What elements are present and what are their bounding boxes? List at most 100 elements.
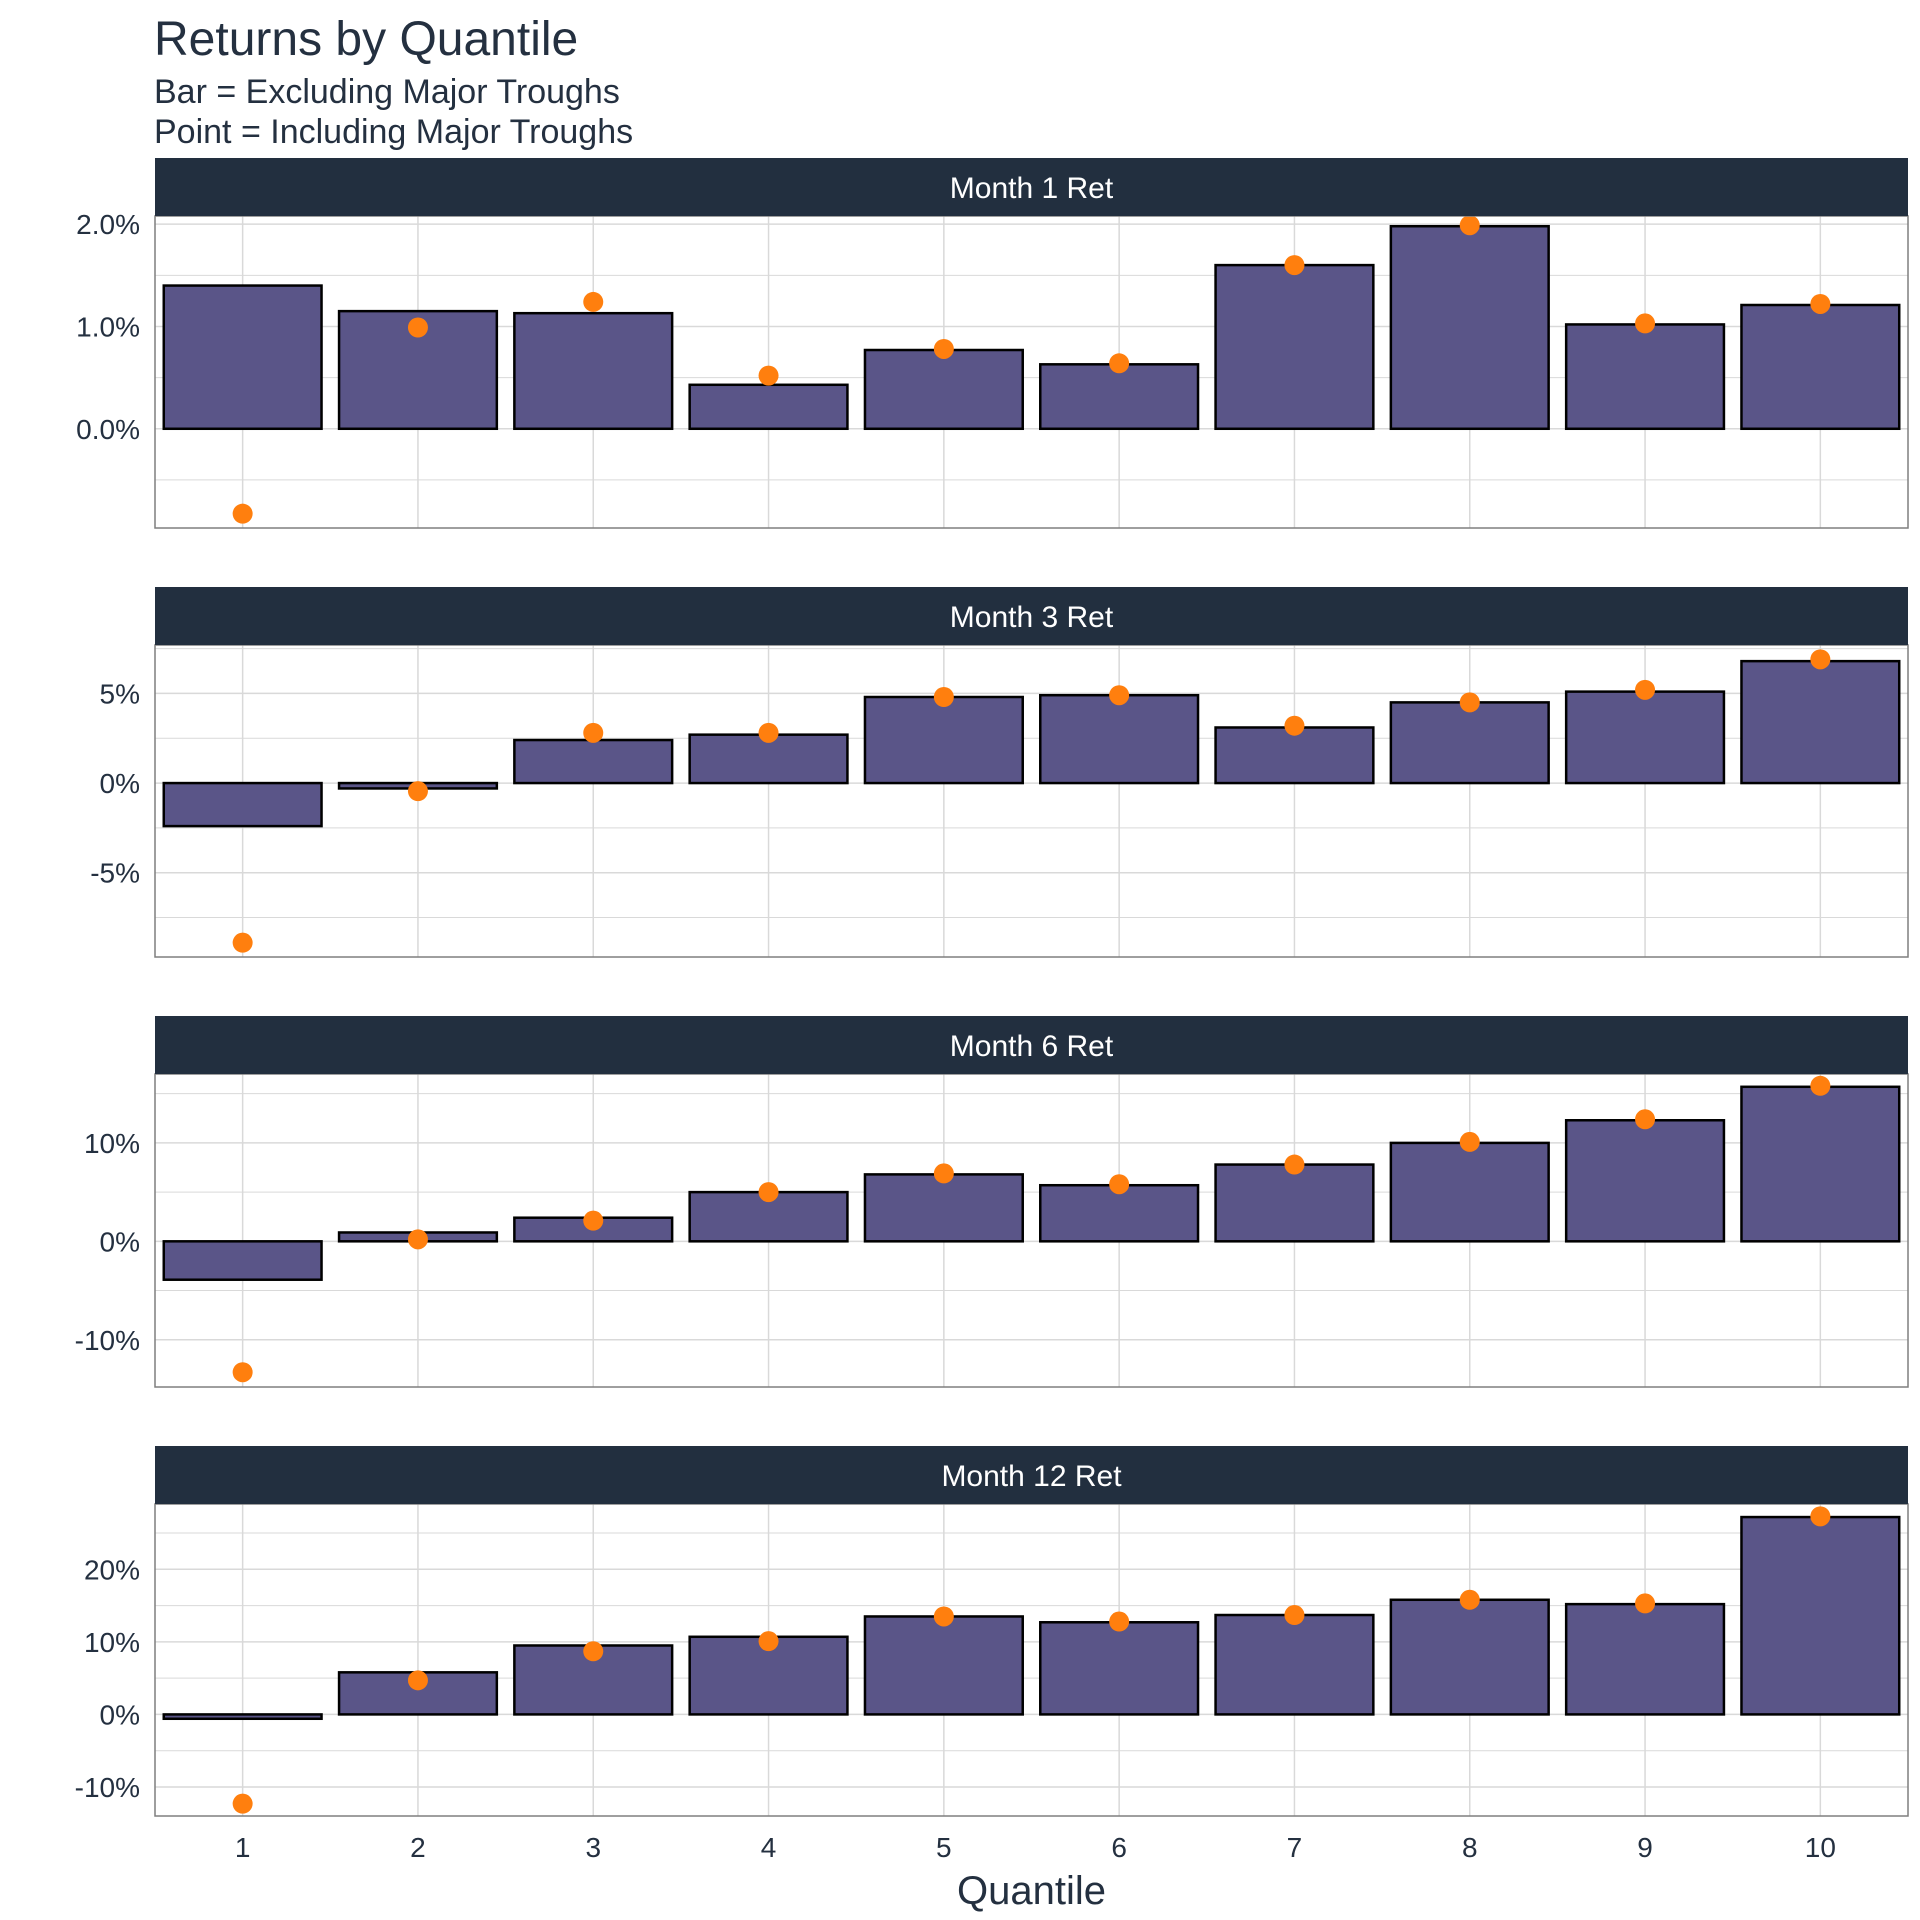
point-q6 <box>1109 685 1130 706</box>
y-tick-label: 10% <box>84 1128 140 1159</box>
point-q9 <box>1635 313 1656 334</box>
bar-q5 <box>863 1615 1024 1716</box>
bar-q7 <box>1214 726 1375 785</box>
y-tick-label: 20% <box>84 1554 140 1585</box>
y-tick-label: 0% <box>100 1226 140 1257</box>
facet-panel-3: Month 6 Ret -10% 0% 10% <box>75 1016 1909 1388</box>
bar-q9 <box>1564 1119 1726 1243</box>
point-q2 <box>407 781 428 802</box>
point-q7 <box>1284 255 1305 276</box>
bar-q6 <box>1039 1621 1200 1716</box>
facet-strip-label: Month 3 Ret <box>950 601 1114 634</box>
facet-panel-4: Month 12 Ret -10% 0% 10% 20% <box>75 1446 1909 1817</box>
bar-q10 <box>1740 303 1901 431</box>
x-tick-label: 9 <box>1637 1832 1653 1863</box>
facet-strip-label: Month 1 Ret <box>950 172 1114 205</box>
point-q9 <box>1635 1109 1656 1130</box>
y-tick-label: -10% <box>75 1325 140 1356</box>
bar-q7 <box>1214 1163 1375 1243</box>
x-axis-title: Quantile <box>957 1869 1106 1913</box>
point-q7 <box>1284 1605 1305 1626</box>
y-tick-label: 0% <box>100 1699 140 1730</box>
bar-q3 <box>513 311 674 431</box>
bar-q9 <box>1564 1602 1726 1716</box>
bar-q8 <box>1389 701 1550 785</box>
facet-strip <box>155 1016 1908 1074</box>
bar-q8 <box>1389 1598 1550 1716</box>
bar-q7 <box>1214 263 1375 431</box>
point-q4 <box>758 1182 779 1203</box>
point-q1 <box>232 1362 253 1383</box>
bar-q1 <box>162 1240 323 1281</box>
bar-q9 <box>1564 690 1726 785</box>
point-q9 <box>1635 679 1656 700</box>
bar-q3 <box>513 738 674 785</box>
x-tick-label: 6 <box>1111 1832 1127 1863</box>
point-q1 <box>232 932 253 953</box>
facet-panel-1: Month 1 Ret 0.0% 1.0% 2.0% <box>76 158 1909 529</box>
chart-title: Returns by Quantile <box>154 13 579 66</box>
point-q4 <box>758 722 779 743</box>
point-q5 <box>933 687 954 707</box>
facet-strip-label: Month 12 Ret <box>941 1460 1122 1493</box>
x-axis: 1 2 3 4 5 6 7 8 9 10 Quantile <box>235 1832 1836 1913</box>
point-q5 <box>933 1606 954 1627</box>
point-q6 <box>1109 353 1130 374</box>
bar-q10 <box>1740 1085 1901 1243</box>
bar-q4 <box>688 383 849 431</box>
point-q1 <box>232 1793 253 1814</box>
bar-q10 <box>1740 659 1901 785</box>
point-q2 <box>407 1229 428 1250</box>
x-tick-label: 2 <box>410 1832 426 1863</box>
point-q10 <box>1810 1075 1831 1096</box>
point-q4 <box>758 1631 779 1652</box>
point-q10 <box>1810 649 1831 670</box>
point-q3 <box>583 1641 604 1662</box>
y-tick-label: 0.0% <box>76 414 140 445</box>
x-tick-label: 4 <box>761 1832 777 1863</box>
y-tick-label: -10% <box>75 1772 140 1803</box>
bar-q9 <box>1564 323 1726 431</box>
chart-subtitle-bar: Bar = Excluding Major Troughs <box>154 73 620 111</box>
point-q8 <box>1459 692 1480 713</box>
facet-strip <box>155 587 1908 645</box>
x-tick-label: 3 <box>585 1832 601 1863</box>
point-q7 <box>1284 1154 1305 1175</box>
bar-q5 <box>863 695 1024 785</box>
facet-strip-label: Month 6 Ret <box>950 1030 1114 1063</box>
y-tick-label: 0% <box>100 768 140 799</box>
bar-q6 <box>1039 693 1200 785</box>
point-q8 <box>1459 1131 1480 1152</box>
point-q5 <box>933 338 954 359</box>
point-q6 <box>1109 1611 1130 1632</box>
y-tick-label: -5% <box>90 858 140 889</box>
bar-q6 <box>1039 363 1200 431</box>
bar-q5 <box>863 348 1024 431</box>
point-q2 <box>407 1670 428 1691</box>
x-tick-label: 5 <box>936 1832 952 1863</box>
point-q10 <box>1810 293 1831 314</box>
point-q3 <box>583 1210 604 1231</box>
point-q3 <box>583 291 604 312</box>
bar-q1 <box>162 284 323 431</box>
point-q7 <box>1284 715 1305 736</box>
bar-q8 <box>1389 224 1550 431</box>
bar-q10 <box>1740 1515 1901 1716</box>
point-q10 <box>1810 1506 1831 1527</box>
y-tick-label: 2.0% <box>76 209 140 240</box>
facet-strip <box>155 158 1908 216</box>
bar-q5 <box>863 1173 1024 1243</box>
y-tick-label: 5% <box>100 678 140 709</box>
point-q8 <box>1459 1589 1480 1610</box>
x-tick-label: 10 <box>1805 1832 1836 1863</box>
y-tick-label: 1.0% <box>76 311 140 342</box>
x-tick-label: 7 <box>1287 1832 1303 1863</box>
point-q5 <box>933 1163 954 1184</box>
facet-strip <box>155 1446 1908 1504</box>
facet-panel-2: Month 3 Ret -5% 0% 5% <box>90 587 1909 958</box>
bar-q8 <box>1389 1141 1550 1243</box>
bar-q1 <box>162 781 323 828</box>
point-q1 <box>232 503 253 524</box>
bar-q7 <box>1214 1613 1375 1716</box>
